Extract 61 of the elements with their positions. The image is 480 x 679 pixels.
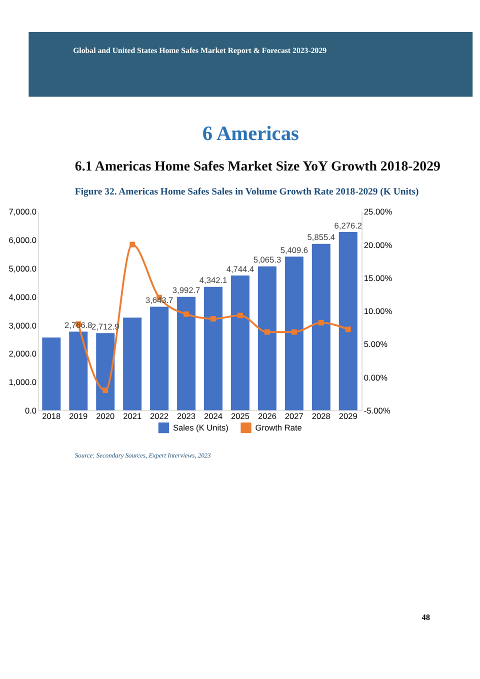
bar [284,256,304,410]
y-tick-label: 4,000.0 [8,292,37,302]
x-tick-label: 2028 [312,411,331,422]
y-tick-label: 0.0 [24,405,37,416]
y-tick-label: 3,000.0 [8,320,37,330]
point [210,316,216,322]
x-tick-label: 2022 [150,411,169,422]
y-tick-label: 2,000.0 [8,348,37,359]
y2-tick-label: 5.00% [364,339,388,350]
y2-tick-label: 15.00% [364,272,393,283]
x-tick-label: 2021 [123,411,142,422]
point [318,320,324,326]
bar [150,306,169,410]
x-tick-label: 2020 [96,411,115,422]
text: 6 Americas [202,123,299,146]
data-label: 5,855.4 [307,232,336,242]
x-tick-label: 2029 [338,411,358,422]
bar [258,266,276,410]
x-tick-label: 2019 [69,411,88,422]
data-label: 5,065.3 [253,254,282,265]
y-tick-label: 6,000.0 [8,235,37,246]
y-tick-label: 5,000.0 [8,263,37,274]
legend-label: Sales (K Units) [172,422,229,433]
x-tick-label: 2023 [177,411,196,422]
point [184,311,190,317]
x-tick-label: 2024 [204,411,223,422]
bar [123,318,142,410]
data-label: 4,342.1 [199,275,228,286]
text: 48 [422,613,430,622]
point [264,329,270,335]
text: 6.1 Americas Home Safes Market Size YoY Growth 2018-2029 [74,160,441,175]
bar [42,338,61,410]
bar [96,333,115,410]
chart-title: Figure 32. Americas Home Safes Sales in Volume Growth Rate 2018-2029 (K Units) [74,186,419,198]
data-label: 5,409.6 [280,244,308,255]
point [130,242,136,248]
y2-tick-label: 25.00% [364,206,393,217]
y2-tick-label: 10.00% [364,306,393,316]
x-tick-label: 2018 [42,411,62,422]
bar [177,296,196,410]
bar [230,275,250,410]
point [102,388,108,394]
bar [312,244,330,410]
data-label: 3,992.7 [172,285,201,296]
bar [338,232,358,410]
bar [69,332,88,410]
y-tick-label: 1,000.0 [8,377,37,388]
y2-tick-label: -5.00% [364,405,391,416]
y-tick-label: 7,000.0 [8,206,37,217]
y2-tick-label: 0.00% [364,372,388,382]
legend-label: Growth Rate [255,422,302,433]
x-tick-label: 2027 [284,411,304,422]
data-label: 6,276.2 [334,220,362,230]
point [237,312,243,318]
y2-tick-label: 20.00% [364,240,393,250]
data-label: 4,744.4 [226,264,254,274]
x-tick-label: 2025 [230,411,250,422]
bar [204,286,223,410]
point [345,326,351,332]
point [291,329,297,335]
x-tick-label: 2026 [258,411,277,422]
